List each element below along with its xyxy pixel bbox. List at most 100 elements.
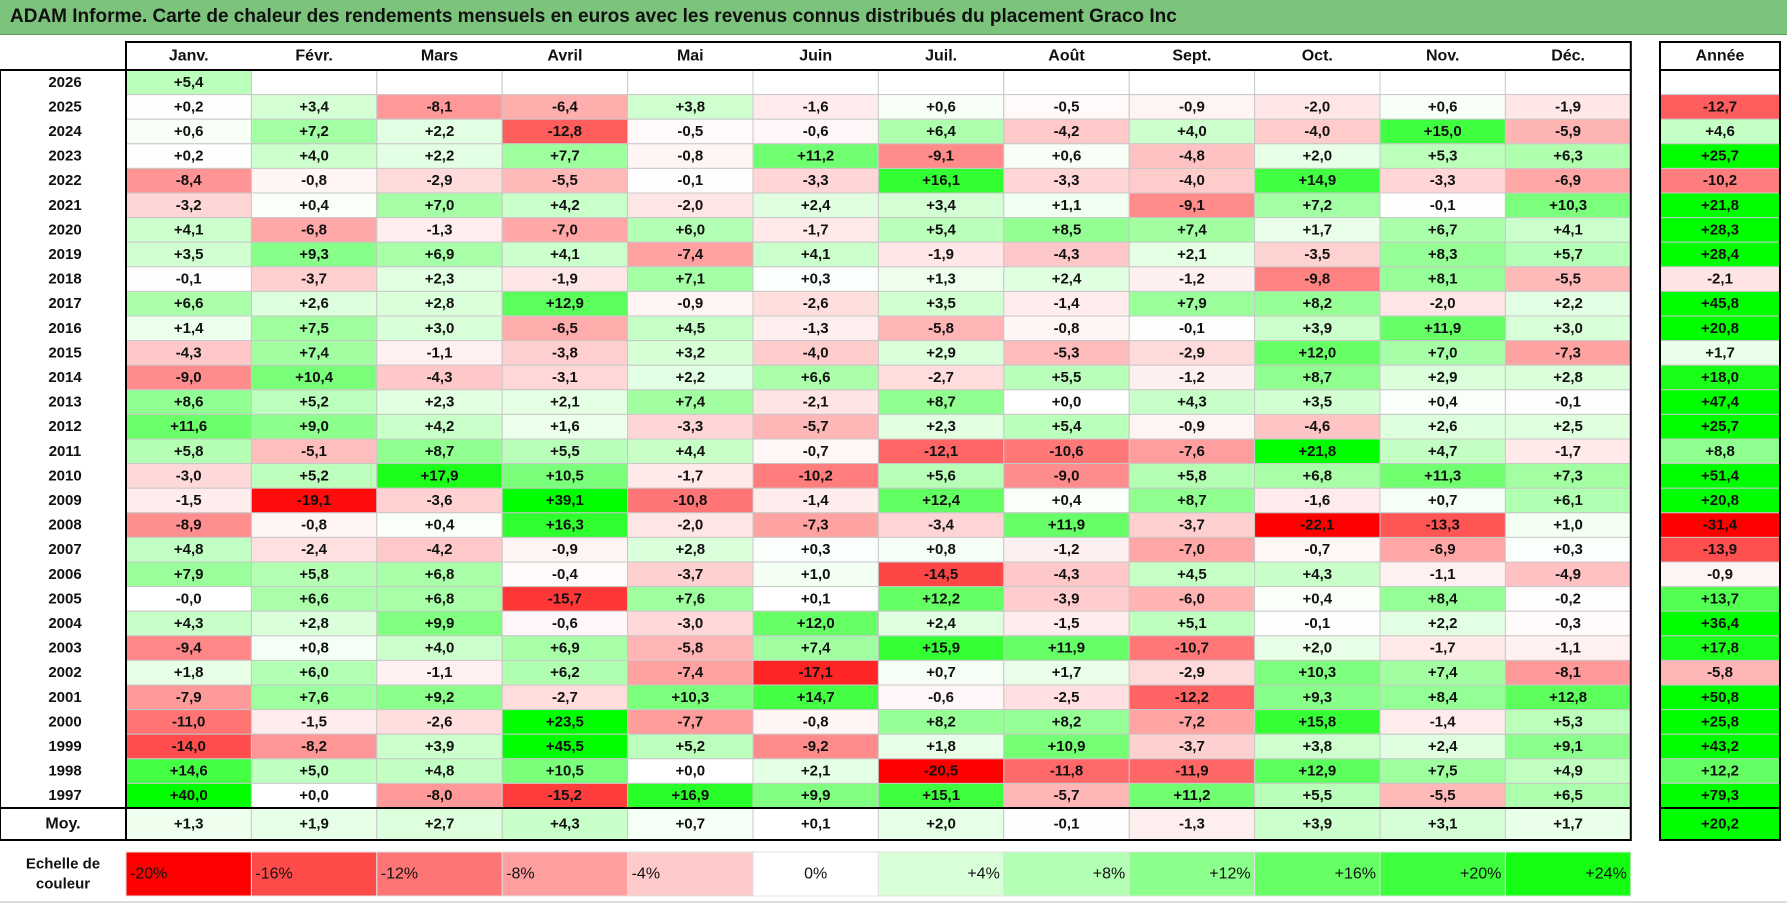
annual-cell [1659,290,1781,317]
heatmap-cell-label: +0,6 [1428,98,1458,115]
heatmap-cell [1128,266,1256,292]
heatmap-cell-label: -8,4 [176,172,203,189]
heatmap-cell [1003,241,1130,268]
heatmap-cell-label: +5,3 [1428,148,1458,165]
heatmap-cell [1379,290,1506,317]
heatmap-cell-label: +6,5 [1553,787,1583,804]
heatmap-cell-label: -1,1 [427,664,453,681]
heatmap-cell [250,69,378,96]
heatmap-cell-label: +12,4 [922,492,961,509]
legend-swatch [501,851,629,897]
heatmap-cell-label: -3,8 [552,344,578,361]
heatmap-cell-label: +5,1 [1177,615,1207,632]
annual-cell [1659,782,1781,809]
heatmap-cell-label: -22,1 [1300,517,1334,534]
heatmap-cell-label: +3,8 [1302,738,1332,755]
heatmap-cell [1504,69,1632,96]
heatmap-cell-label: -0,4 [552,566,579,583]
heatmap-cell-label: +23,5 [546,713,584,730]
heatmap-cell [1254,266,1381,292]
heatmap-cell [125,364,252,391]
heatmap-cell-label: -0,8 [1054,320,1080,337]
average-cell [627,807,754,841]
average-cell-label: -0,1 [1054,816,1080,833]
heatmap-cell-label: -0,8 [301,172,327,189]
legend-swatch [250,851,378,897]
heatmap-cell-label: -4,3 [1054,566,1080,583]
heatmap-cell [376,94,503,120]
heatmap-cell [627,586,754,612]
heatmap-cell-label: -7,6 [1179,443,1205,460]
heatmap-cell-label: +7,9 [174,566,204,583]
heatmap-cell [752,413,879,440]
heatmap-cell [627,266,754,292]
legend-label-line2: couleur [36,876,90,893]
heatmap-cell [752,709,879,735]
heatmap-cell [1128,69,1256,96]
year-label: 2015 [48,344,81,361]
annual-cell [1659,192,1781,219]
heatmap-cell [1128,536,1256,563]
legend-swatch [1128,851,1256,897]
heatmap-cell [877,315,1005,342]
heatmap-cell-label: -9,2 [803,738,829,755]
heatmap-cell-label: +7,4 [1428,664,1458,681]
annual-cell-label: -10,2 [1703,172,1737,189]
heatmap-cell-label: +6,9 [550,640,580,657]
heatmap-cell [501,536,629,563]
heatmap-cell-label: -2,0 [1304,98,1330,115]
heatmap-cell-label: +9,0 [299,418,329,435]
heatmap-cell-label: +11,9 [1048,517,1085,534]
heatmap-cell-label: -2,9 [1179,344,1205,361]
annual-cell-label: +28,3 [1701,221,1739,238]
heatmap-cell-label: -1,7 [1555,443,1581,460]
heatmap-cell-label: -9,1 [928,148,954,165]
heatmap-cell-label: +2,6 [299,295,329,312]
heatmap-cell [501,561,629,588]
heatmap-cell-label: +2,1 [1177,246,1207,263]
heatmap-cell-label: -4,6 [1304,418,1330,435]
heatmap-cell-label: -0,1 [1179,320,1205,337]
heatmap-cell [250,389,378,415]
heatmap-cell-label: +2,2 [425,123,455,140]
heatmap-cell-label: +5,5 [550,443,580,460]
heatmap-cell-label: -2,9 [1179,664,1205,681]
heatmap-cell-label: +2,8 [675,541,705,558]
heatmap-cell [376,586,503,612]
heatmap-cell-label: +4,0 [425,640,455,657]
heatmap-cell-label: +2,9 [1428,369,1458,386]
heatmap-cell-label: +8,3 [1428,246,1458,263]
heatmap-cell-label: +4,1 [550,246,580,263]
heatmap-cell [125,684,252,711]
heatmap-cell [1254,364,1381,391]
legend-swatch [627,851,754,897]
heatmap-cell [501,487,629,514]
heatmap-cell-label: +6,1 [1553,492,1583,509]
heatmap-cell-label: -1,2 [1179,369,1205,386]
month-header-label: Déc. [1551,48,1585,65]
heatmap-cell-label: -3,2 [176,197,202,214]
heatmap-cell [1504,610,1632,637]
annual-cell [1659,217,1781,243]
heatmap-cell-label: +3,9 [1302,320,1332,337]
heatmap-cell-label: -6,9 [1430,541,1456,558]
heatmap-cell-label: +11,9 [1424,320,1461,337]
heatmap-cell-label: -0,5 [1054,98,1080,115]
heatmap-cell-label: +4,4 [675,443,705,460]
annual-cell-label: -0,9 [1707,566,1733,583]
heatmap-cell [1128,290,1256,317]
year-label: 2023 [48,148,81,165]
heatmap-cell [1003,758,1130,784]
legend-swatch-label: +16% [1335,866,1376,883]
heatmap-cell-label: +14,9 [1298,172,1336,189]
heatmap-cell [1504,586,1632,612]
heatmap-cell-label: -19,1 [297,492,331,509]
annual-cell [1659,118,1781,145]
heatmap-cell [250,340,378,366]
heatmap-cell [1504,512,1632,538]
legend-swatch-label: -16% [255,866,292,883]
heatmap-cell-label: +11,2 [1173,787,1210,804]
heatmap-cell-label: -2,0 [677,517,703,534]
heatmap-cell [1003,487,1130,514]
heatmap-cell-label: -2,6 [803,295,829,312]
